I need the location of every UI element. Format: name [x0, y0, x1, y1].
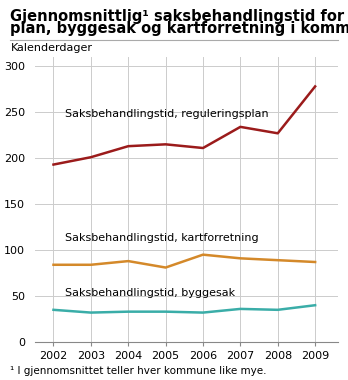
Text: ¹ I gjennomsnittet teller hver kommune like mye.: ¹ I gjennomsnittet teller hver kommune l…: [10, 366, 267, 376]
Text: Kalenderdager: Kalenderdager: [10, 43, 93, 53]
Text: Gjennomsnittlig¹ saksbehandlingstid for regulerings-: Gjennomsnittlig¹ saksbehandlingstid for …: [10, 10, 348, 24]
Text: Saksbehandlingstid, reguleringsplan: Saksbehandlingstid, reguleringsplan: [65, 109, 268, 119]
Text: Saksbehandlingstid, byggesak: Saksbehandlingstid, byggesak: [65, 288, 235, 298]
Text: Saksbehandlingstid, kartforretning: Saksbehandlingstid, kartforretning: [65, 233, 258, 243]
Text: plan, byggesak og kartforretning i kommunene: plan, byggesak og kartforretning i kommu…: [10, 21, 348, 36]
